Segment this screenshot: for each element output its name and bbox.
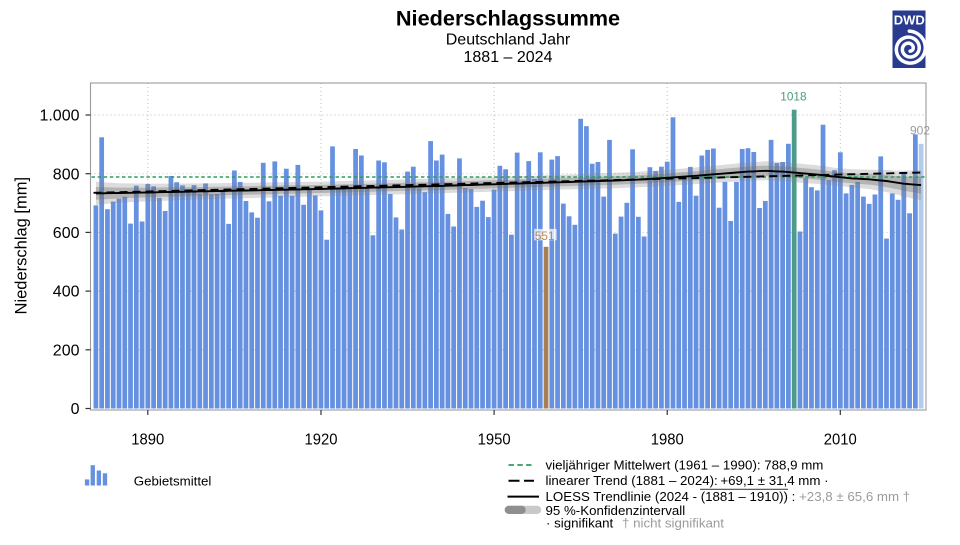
svg-text:1881 – 2024: 1881 – 2024	[464, 49, 553, 66]
svg-text:Niederschlag [mm]: Niederschlag [mm]	[12, 177, 30, 315]
svg-text:· signifikant: · signifikant	[546, 516, 614, 531]
svg-text:800: 800	[53, 166, 80, 183]
svg-text:Niederschlagssumme: Niederschlagssumme	[396, 5, 620, 30]
svg-text:1920: 1920	[305, 432, 338, 449]
svg-text:551: 551	[535, 229, 555, 243]
svg-text:0: 0	[71, 401, 80, 418]
svg-text:2010: 2010	[824, 432, 857, 449]
svg-text:1890: 1890	[131, 432, 164, 449]
svg-text:DWD: DWD	[894, 12, 925, 27]
svg-text:1980: 1980	[651, 432, 684, 449]
svg-text:1.000: 1.000	[39, 108, 79, 125]
svg-text:LOESS Trendlinie (2024 - (1881: LOESS Trendlinie (2024 - (1881 – 1910)) …	[546, 489, 911, 504]
svg-text:200: 200	[53, 342, 80, 359]
svg-text:1018: 1018	[780, 89, 807, 103]
svg-text:Deutschland Jahr: Deutschland Jahr	[446, 32, 571, 49]
svg-text:linearer Trend (1881 – 2024):: linearer Trend (1881 – 2024): +69,1 ± 31…	[546, 473, 829, 488]
svg-text:95 %-Konfidenzintervall: 95 %-Konfidenzintervall	[546, 503, 686, 518]
svg-text:1950: 1950	[478, 432, 511, 449]
svg-text:400: 400	[53, 284, 80, 301]
svg-text:600: 600	[53, 225, 80, 242]
svg-text:vieljähriger Mittelwert (1961: vieljähriger Mittelwert (1961 – 1990): 7…	[546, 458, 824, 473]
svg-text:† nicht signifikant: † nicht signifikant	[622, 516, 724, 531]
svg-text:902: 902	[910, 124, 930, 138]
svg-text:Gebietsmittel: Gebietsmittel	[134, 473, 212, 488]
